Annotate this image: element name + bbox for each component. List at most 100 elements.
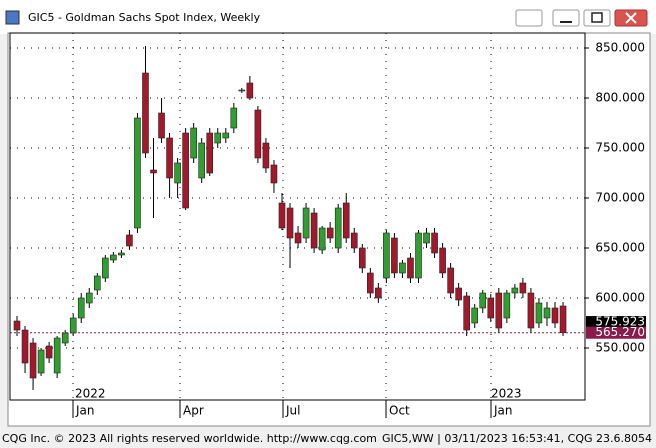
candle-body: [246, 82, 254, 99]
x-tick-label: Jan: [493, 404, 513, 418]
candle-body: [439, 247, 446, 274]
status: GIC5,WW | 03/11/2023 16:53:41, CQG 23.6.…: [382, 432, 652, 445]
candle-body: [318, 227, 326, 251]
candle-body: [358, 247, 366, 269]
candle-body: [190, 127, 197, 159]
candle-body: [37, 349, 45, 374]
plot-area: [9, 32, 586, 401]
minimize-button[interactable]: [552, 9, 580, 27]
x-tick-label: Jan: [75, 404, 95, 418]
candle-body: [551, 307, 559, 324]
max-icon: [591, 12, 603, 23]
candle-body: [543, 307, 551, 319]
y-tick-label: 750.000: [595, 141, 645, 155]
x-tick-label: Jul: [285, 404, 300, 418]
candle-body: [415, 232, 422, 279]
candle-body: [150, 169, 157, 174]
candle-body: [423, 232, 430, 244]
candle-body: [85, 292, 93, 304]
candle-body: [110, 254, 117, 261]
copyright: CQG Inc. © 2023 All rights reserved worl…: [2, 432, 377, 445]
candle-body: [479, 292, 487, 309]
candle-body: [214, 132, 222, 144]
candle-body: [455, 287, 462, 301]
y-tick-label: 650.000: [595, 241, 645, 255]
candle-body: [399, 262, 406, 274]
candle-body: [262, 142, 270, 169]
candle-body: [342, 202, 350, 239]
candle-body: [77, 297, 85, 319]
plot: 550.000 600.000 650.000 700.000 750.000 800.0…: [10, 33, 646, 418]
candle-body: [519, 282, 527, 294]
candle-body: [238, 89, 246, 92]
price-label: 575.923: [595, 315, 645, 329]
candle-body: [118, 252, 125, 256]
candle-body: [13, 320, 21, 331]
candle-body: [61, 332, 69, 344]
y-tick-label: 800.000: [595, 91, 645, 105]
x-tick-label: Oct: [389, 404, 410, 418]
candle-body: [254, 109, 262, 159]
y-tick-label: 850.000: [595, 41, 645, 55]
candle-body: [495, 292, 503, 329]
candle-body: [503, 292, 511, 319]
candle-body: [559, 305, 567, 334]
candle-body: [367, 272, 374, 294]
candle-body: [142, 72, 149, 154]
candle-body: [511, 287, 519, 294]
candle-body: [69, 317, 77, 334]
candle-body: [375, 287, 382, 299]
candle-body: [94, 275, 101, 291]
candle-body: [286, 207, 294, 239]
year-label: 2023: [491, 387, 522, 401]
candle-body: [182, 132, 189, 209]
candle-body: [222, 132, 230, 139]
candle-body: [350, 232, 358, 249]
candle-body: [487, 297, 495, 319]
candle-body: [326, 227, 334, 239]
candle-body: [407, 257, 414, 279]
candle-body: [158, 112, 165, 139]
candle-body: [230, 107, 238, 129]
title-bar: [0, 0, 656, 34]
candle-body: [535, 302, 543, 324]
candle-body: [102, 257, 109, 279]
price-box: [586, 326, 646, 339]
y-tick-label: 600.000: [595, 291, 645, 305]
link-button[interactable]: [515, 9, 543, 27]
window-title: GIC5 - Goldman Sachs Spot Index, Weekly: [28, 11, 261, 24]
candle-body: [29, 342, 37, 379]
maximize-button[interactable]: [583, 9, 611, 27]
candle-body: [126, 234, 133, 247]
candle-body: [206, 132, 214, 174]
candle-body: [294, 232, 302, 244]
app-icon: [5, 10, 20, 25]
candle-body: [447, 267, 454, 294]
candle-body: [134, 117, 141, 229]
candle-body: [198, 142, 205, 179]
candle-body: [21, 329, 29, 364]
close-icon: [625, 12, 637, 24]
candle-body: [310, 212, 318, 249]
candle-body: [391, 237, 398, 274]
candle-body: [463, 295, 470, 331]
candle-body: [174, 162, 181, 184]
candle-body: [383, 232, 390, 279]
candle-body: [45, 345, 53, 359]
candle-body: [471, 307, 479, 324]
candle-body: [527, 292, 535, 329]
candle-body: [278, 202, 286, 229]
candle-body: [302, 207, 310, 239]
y-tick-label: 700.000: [595, 191, 645, 205]
year-label: 2022: [75, 387, 106, 401]
price-label: 565.270: [595, 325, 645, 339]
candle-body: [166, 137, 173, 179]
price-box: [586, 316, 646, 329]
y-tick-label: 550.000: [595, 341, 645, 355]
candle-body: [431, 232, 438, 254]
candle-body: [53, 337, 61, 374]
candle-body: [334, 207, 342, 249]
x-tick-label: Apr: [183, 404, 204, 418]
